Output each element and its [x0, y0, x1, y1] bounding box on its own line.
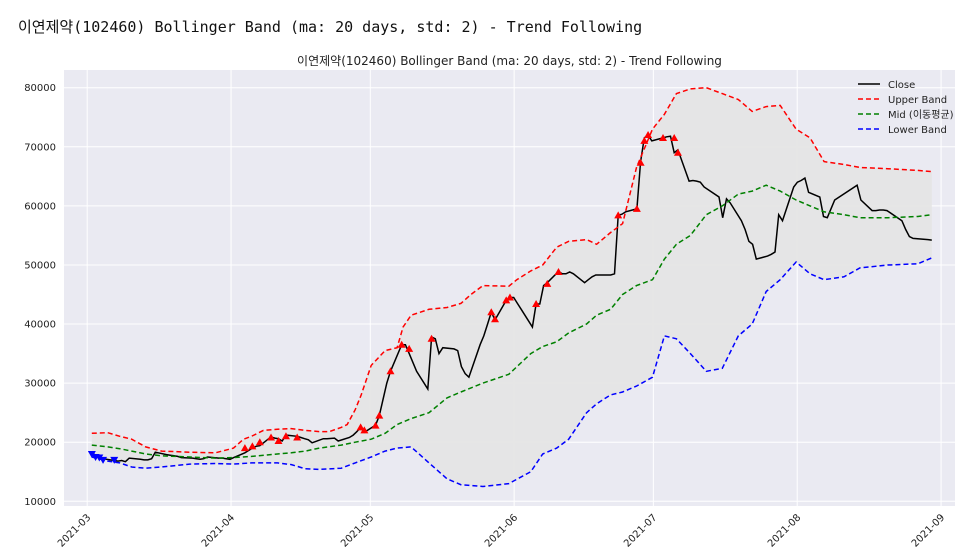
band-fill: [91, 87, 932, 487]
buy-signal-marker: [644, 130, 653, 138]
buy-signal-marker: [248, 442, 257, 450]
x-tick-label: 2021-07: [622, 512, 659, 549]
buy-signal-marker: [293, 433, 302, 441]
sell-signal-marker: [95, 454, 104, 462]
x-tick-label: 2021-09: [910, 512, 947, 549]
y-tick-label: 10000: [24, 497, 56, 508]
x-axis-ticks: 2021-03 2021-04 2021-05 2021-06 2021-07 2021-…: [56, 512, 947, 549]
buy-signal-marker: [505, 293, 514, 301]
x-tick-label: 2021-08: [766, 512, 803, 549]
figure-title: 이연제약(102460) Bollinger Band (ma: 20 days…: [18, 18, 643, 36]
y-tick-label: 20000: [24, 438, 56, 449]
sell-signal-marker: [87, 451, 96, 459]
x-tick-label: 2021-03: [56, 512, 93, 549]
buy-signal-marker: [240, 444, 249, 452]
buy-signal-marker: [632, 204, 641, 212]
buy-signal-marker: [255, 438, 264, 446]
x-tick-label: 2021-04: [200, 512, 237, 549]
sell-signal-marker: [99, 456, 108, 464]
buy-signal-marker: [281, 432, 290, 440]
legend-label: Upper Band: [888, 95, 947, 106]
close-line: [91, 133, 932, 463]
mid-line: [91, 184, 932, 459]
buy-signal-marker: [532, 299, 541, 307]
buy-signal-marker: [659, 133, 668, 141]
buy-signal-marker: [397, 340, 406, 348]
lower-band-line: [91, 257, 933, 488]
grid: [64, 70, 955, 506]
chart-title: 이연제약(102460) Bollinger Band (ma: 20 days…: [297, 53, 722, 68]
legend-label: Close: [888, 80, 915, 91]
buy-signal-marker: [554, 268, 563, 276]
x-tick-label: 2021-05: [339, 512, 376, 549]
y-tick-label: 30000: [24, 379, 56, 390]
buy-signal-marker: [636, 158, 645, 166]
buy-signal-marker: [375, 411, 384, 419]
buy-signal-marker: [274, 437, 283, 445]
y-tick-label: 40000: [24, 320, 56, 331]
series-lines: [91, 86, 933, 488]
legend-label: Lower Band: [888, 125, 947, 136]
y-tick-label: 70000: [24, 142, 56, 153]
y-tick-label: 50000: [24, 260, 56, 271]
legend: Close Upper Band Mid (이동평균) Lower Band: [858, 80, 954, 136]
buy-signal-marker: [502, 296, 511, 304]
buy-signal-marker: [670, 133, 679, 141]
y-tick-label: 80000: [24, 83, 56, 94]
buy-signal-marker: [640, 136, 649, 144]
buy-signal-marker: [360, 426, 369, 434]
signal-markers: [87, 130, 682, 464]
band-fill-group: [91, 87, 932, 487]
sell-signal-marker: [110, 456, 119, 464]
buy-signal-marker: [543, 279, 552, 287]
buy-signal-marker: [427, 334, 436, 342]
buy-signal-marker: [386, 367, 395, 375]
buy-signal-marker: [405, 344, 414, 352]
buy-signal-marker: [356, 423, 365, 431]
buy-signal-marker: [267, 433, 276, 441]
buy-signal-marker: [491, 315, 500, 323]
y-axis-ticks: 10000 20000 30000 40000 50000 60000 70000 80000: [24, 83, 56, 508]
y-tick-label: 60000: [24, 201, 56, 212]
x-tick-label: 2021-06: [483, 512, 520, 549]
buy-signal-marker: [673, 148, 682, 156]
buy-signal-marker: [487, 308, 496, 316]
buy-signal-marker: [614, 211, 623, 219]
buy-signal-marker: [371, 421, 380, 429]
legend-label: Mid (이동평균): [888, 109, 954, 121]
